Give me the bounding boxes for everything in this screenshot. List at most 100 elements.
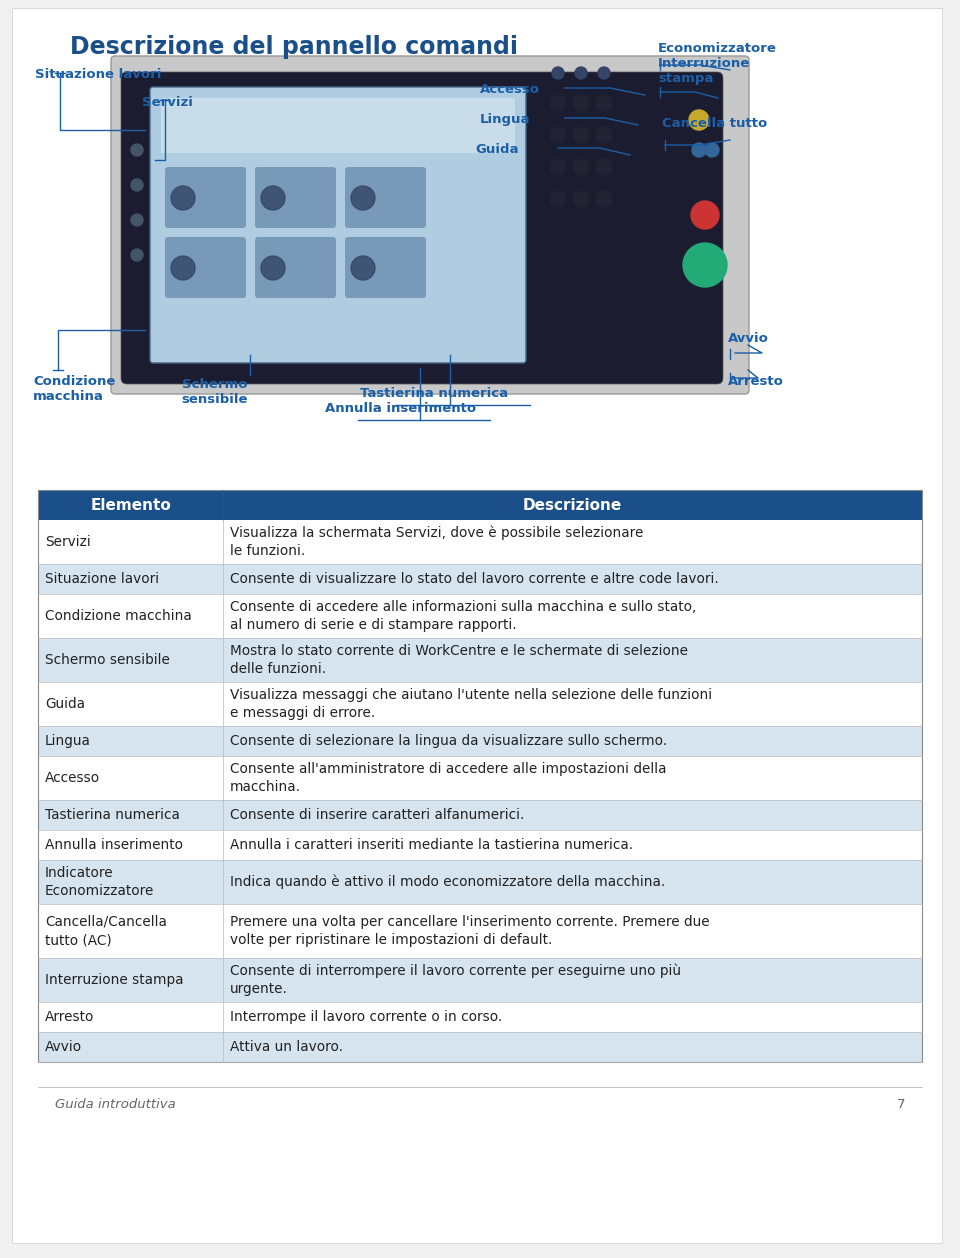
Bar [161,98,515,153]
FancyBboxPatch shape [255,237,336,298]
FancyBboxPatch shape [165,237,246,298]
Bar [38,638,922,682]
Text: Cancella/Cancella
tutto (AC): Cancella/Cancella tutto (AC) [45,915,167,947]
Text: 7: 7 [897,1098,905,1112]
FancyBboxPatch shape [111,57,749,394]
Bar [38,1003,922,1032]
Text: Consente di selezionare la lingua da visualizzare sullo schermo.: Consente di selezionare la lingua da vis… [230,733,667,749]
Circle shape [596,96,612,111]
Text: Tastierina numerica: Tastierina numerica [45,808,180,821]
Circle shape [596,159,612,175]
Circle shape [596,191,612,208]
Text: Consente di accedere alle informazioni sulla macchina e sullo stato,
al numero d: Consente di accedere alle informazioni s… [230,600,696,633]
Text: Descrizione: Descrizione [523,497,622,512]
Text: Premere una volta per cancellare l'inserimento corrente. Premere due
volte per r: Premere una volta per cancellare l'inser… [230,915,709,947]
FancyBboxPatch shape [255,167,336,228]
Text: Consente di inserire caratteri alfanumerici.: Consente di inserire caratteri alfanumer… [230,808,524,821]
Bar [38,491,922,1062]
Text: Indica quando è attivo il modo economizzatore della macchina.: Indica quando è attivo il modo economizz… [230,874,665,889]
Circle shape [261,255,285,281]
Circle shape [261,186,285,210]
Circle shape [550,96,566,111]
Text: Consente di visualizzare lo stato del lavoro corrente e altre code lavori.: Consente di visualizzare lo stato del la… [230,572,719,586]
Circle shape [692,143,706,157]
Text: Situazione lavori: Situazione lavori [35,68,161,81]
Text: Accesso: Accesso [480,83,540,96]
Text: Consente di interrompere il lavoro corrente per eseguirne uno più
urgente.: Consente di interrompere il lavoro corre… [230,964,681,996]
Circle shape [573,96,589,111]
Circle shape [550,191,566,208]
Circle shape [171,186,195,210]
FancyBboxPatch shape [345,167,426,228]
Text: Condizione macchina: Condizione macchina [45,609,192,623]
Circle shape [171,255,195,281]
Text: Servizi: Servizi [45,535,91,548]
Text: Schermo
sensibile: Schermo sensibile [181,377,249,406]
Text: Descrizione del pannello comandi: Descrizione del pannello comandi [70,35,518,59]
Text: Avvio: Avvio [45,1040,83,1054]
Circle shape [351,186,375,210]
Text: Arresto: Arresto [45,1010,94,1024]
Text: Visualizza la schermata Servizi, dove è possibile selezionare
le funzioni.: Visualizza la schermata Servizi, dove è … [230,526,643,559]
Circle shape [691,201,719,229]
Circle shape [550,127,566,143]
Bar [38,594,922,638]
Bar [38,756,922,800]
Text: Guida: Guida [475,143,518,156]
Bar [38,520,922,564]
Circle shape [705,143,719,157]
FancyBboxPatch shape [150,87,526,364]
Text: Guida: Guida [45,697,85,711]
Text: Elemento: Elemento [90,497,171,512]
Bar [38,830,922,860]
Text: Indicatore
Economizzatore: Indicatore Economizzatore [45,866,155,898]
Bar [38,726,922,756]
Text: Accesso: Accesso [45,771,100,785]
Text: Interrompe il lavoro corrente o in corso.: Interrompe il lavoro corrente o in corso… [230,1010,502,1024]
Text: Interruzione
stampa: Interruzione stampa [658,57,751,86]
Bar [38,682,922,726]
Bar [38,860,922,905]
Text: Situazione lavori: Situazione lavori [45,572,159,586]
Bar [38,800,922,830]
Circle shape [131,214,143,226]
Bar [38,905,922,959]
Circle shape [131,249,143,260]
Bar [38,959,922,1003]
Text: Lingua: Lingua [480,113,531,126]
Text: Cancella tutto: Cancella tutto [662,117,767,130]
Text: Economizzatore: Economizzatore [658,42,777,55]
Text: Lingua: Lingua [45,733,91,749]
Text: Consente all'amministratore di accedere alle impostazioni della
macchina.: Consente all'amministratore di accedere … [230,762,666,794]
Text: Tastierina numerica: Tastierina numerica [360,387,508,400]
Circle shape [131,143,143,156]
Text: Annulla inserimento: Annulla inserimento [325,403,476,415]
Circle shape [689,109,709,130]
Text: Condizione
macchina: Condizione macchina [33,375,115,403]
Text: Arresto: Arresto [728,375,784,387]
Circle shape [131,179,143,191]
Text: Annulla inserimento: Annulla inserimento [45,838,183,852]
Text: Annulla i caratteri inseriti mediante la tastierina numerica.: Annulla i caratteri inseriti mediante la… [230,838,634,852]
Text: Servizi: Servizi [142,96,193,109]
Circle shape [552,67,564,79]
Text: Mostra lo stato corrente di WorkCentre e le schermate di selezione
delle funzion: Mostra lo stato corrente di WorkCentre e… [230,644,688,677]
Circle shape [575,67,587,79]
Text: Schermo sensibile: Schermo sensibile [45,653,170,667]
Text: Attiva un lavoro.: Attiva un lavoro. [230,1040,343,1054]
Text: Visualizza messaggi che aiutano l'utente nella selezione delle funzioni
e messag: Visualizza messaggi che aiutano l'utente… [230,688,712,720]
FancyBboxPatch shape [165,167,246,228]
Text: Avvio: Avvio [728,332,769,345]
Circle shape [598,67,610,79]
Circle shape [683,243,727,287]
Circle shape [573,127,589,143]
Circle shape [351,255,375,281]
Circle shape [573,191,589,208]
FancyBboxPatch shape [345,237,426,298]
Circle shape [550,159,566,175]
Bar [38,1032,922,1062]
Circle shape [573,159,589,175]
Circle shape [596,127,612,143]
Text: Guida introduttiva: Guida introduttiva [55,1098,176,1112]
Bar [38,564,922,594]
